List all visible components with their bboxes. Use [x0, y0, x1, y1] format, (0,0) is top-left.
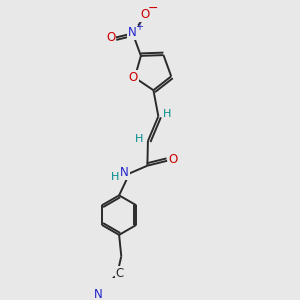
- Text: O: O: [169, 153, 178, 166]
- Text: C: C: [116, 267, 124, 280]
- Text: H: H: [135, 134, 143, 144]
- Text: N: N: [120, 166, 129, 179]
- Text: H: H: [163, 109, 171, 119]
- Text: N: N: [94, 288, 102, 300]
- Text: H: H: [111, 172, 119, 182]
- Text: O: O: [129, 71, 138, 84]
- Text: O: O: [106, 31, 115, 44]
- Text: O: O: [140, 8, 150, 21]
- Text: −: −: [148, 2, 158, 15]
- Text: N: N: [128, 26, 137, 39]
- Text: +: +: [135, 22, 143, 32]
